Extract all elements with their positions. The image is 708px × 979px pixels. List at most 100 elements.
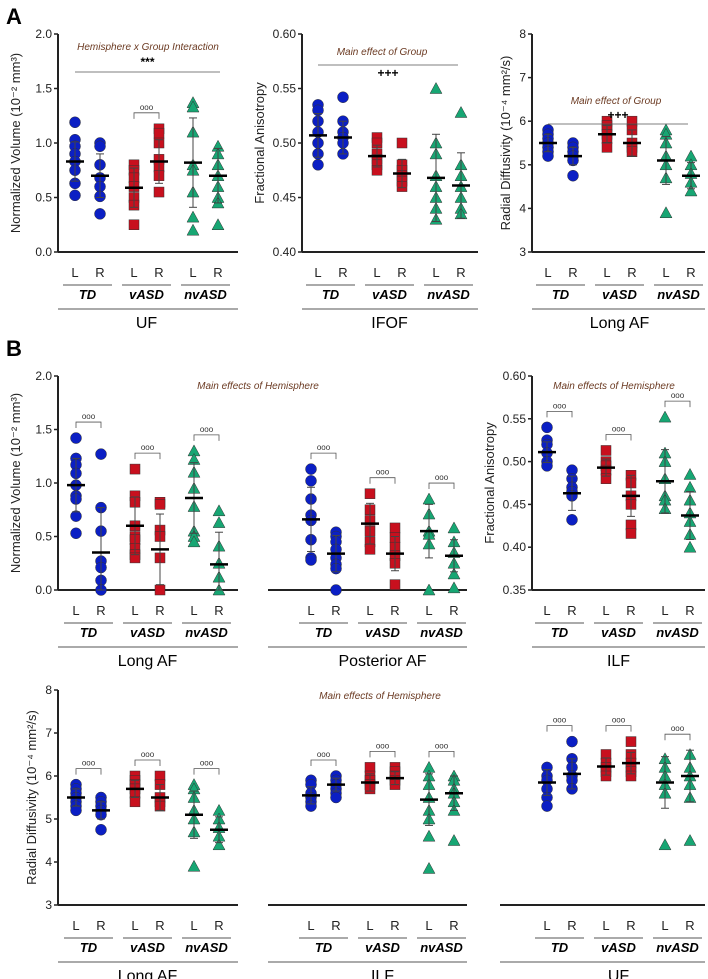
side-label: L: [602, 918, 609, 933]
side-label: L: [602, 603, 609, 618]
chart-c2: L R L R L R TD ooo vASD ooo nvASD ooo ILF Main effect…: [268, 691, 467, 979]
side-label: R: [567, 603, 576, 618]
y-tick-label: 2.0: [35, 369, 52, 383]
panel-label-b: B: [6, 336, 22, 361]
chart-a3: 3 4 5 6 7 8 Radial Diffusivity (10⁻⁴ mm²/s) L R L…: [498, 27, 705, 332]
tract-label: Long AF: [118, 653, 178, 670]
y-tick-label: 0.60: [273, 27, 297, 41]
y-tick-label: 0.60: [503, 369, 527, 383]
data-point-td: [312, 159, 324, 171]
data-point-nvasd: [659, 206, 673, 219]
series-td-l: [66, 116, 84, 202]
significance-bracket: [428, 751, 455, 758]
series-vasd-r: [622, 736, 640, 782]
y-tick-label: 0.0: [35, 245, 52, 259]
data-point-td: [94, 208, 106, 220]
bracket-label: ooo: [671, 724, 685, 733]
y-tick-label: 0.40: [273, 245, 297, 259]
bracket-label: ooo: [435, 741, 449, 750]
data-point-vasd: [154, 584, 166, 596]
group-label: vASD: [372, 287, 407, 302]
bracket-label: ooo: [612, 716, 626, 725]
data-point-td: [305, 554, 317, 566]
side-label: R: [397, 265, 406, 280]
bracket-label: ooo: [553, 401, 567, 410]
series-nvasd-r: [210, 504, 228, 596]
tract-label: UF: [136, 315, 158, 332]
data-point-nvasd: [447, 567, 461, 580]
significance-bracket: [193, 768, 220, 775]
chart-c3: L R L R L R TD ooo vASD ooo nvASD ooo UF: [500, 716, 705, 979]
data-point-td: [305, 475, 317, 487]
data-point-td: [567, 169, 579, 182]
panel-label-a: A: [6, 4, 22, 29]
significance-label: +++: [607, 108, 628, 122]
series-vasd-l: [368, 132, 386, 176]
significance-bracket: [428, 482, 455, 490]
side-label: L: [189, 265, 196, 280]
series-nvasd-r: [681, 467, 699, 553]
y-tick-label: 5: [45, 812, 52, 826]
y-tick-label: 0.55: [273, 82, 297, 96]
significance-label: ***: [140, 55, 154, 69]
significance-bracket: [134, 759, 161, 766]
group-label: vASD: [365, 940, 400, 955]
side-label: L: [543, 918, 550, 933]
data-point-nvasd: [684, 184, 698, 197]
group-label: TD: [552, 287, 570, 302]
y-tick-label: 1.0: [35, 136, 52, 150]
data-point-vasd: [389, 522, 401, 534]
side-label: R: [96, 603, 105, 618]
data-point-nvasd: [683, 467, 697, 480]
side-label: L: [366, 918, 373, 933]
series-td-l: [67, 432, 85, 540]
group-label: TD: [315, 940, 333, 955]
side-label: R: [627, 265, 636, 280]
tract-label: IFOF: [371, 315, 408, 332]
side-label: L: [131, 918, 138, 933]
data-point-vasd: [625, 528, 637, 539]
series-vasd-l: [361, 762, 379, 795]
series-td-l: [302, 774, 320, 812]
y-tick-label: 4: [519, 201, 526, 215]
side-label: L: [425, 918, 432, 933]
tract-label: Long AF: [118, 968, 178, 979]
series-td-r: [563, 735, 581, 795]
data-point-td: [337, 91, 349, 103]
series-nvasd-l: [657, 123, 675, 219]
data-point-nvasd: [422, 583, 436, 596]
y-tick-label: 7: [519, 71, 526, 85]
group-label: nvASD: [420, 625, 463, 640]
data-point-nvasd: [422, 492, 436, 505]
tract-label: ILF: [607, 653, 630, 670]
y-tick-label: 3: [45, 898, 52, 912]
significance-bracket: [546, 410, 573, 418]
y-tick-label: 0.40: [503, 540, 527, 554]
side-label: L: [131, 603, 138, 618]
series-nvasd-r: [445, 521, 463, 594]
significance-bracket: [310, 452, 337, 460]
series-nvasd-l: [184, 96, 202, 236]
group-label: nvASD: [185, 940, 228, 955]
series-vasd-l: [126, 770, 144, 808]
side-label: L: [190, 918, 197, 933]
data-point-td: [541, 421, 553, 434]
bracket-label: ooo: [200, 425, 214, 434]
y-tick-label: 3: [519, 245, 526, 259]
chart-a1: 0.0 0.5 1.0 1.5 2.0 Normalized Volume (10⁻² m…: [8, 27, 238, 332]
data-point-td: [94, 140, 106, 153]
side-label: R: [449, 603, 458, 618]
data-point-vasd: [625, 736, 637, 747]
series-td-l: [538, 421, 556, 472]
side-label: L: [72, 918, 79, 933]
side-label: R: [154, 265, 163, 280]
side-label: L: [603, 265, 610, 280]
series-nvasd-l: [185, 778, 203, 872]
series-td-r: [92, 448, 110, 596]
group-label: nvASD: [657, 287, 700, 302]
group-label: vASD: [601, 625, 636, 640]
y-tick-label: 0.50: [503, 455, 527, 469]
data-point-nvasd: [447, 833, 461, 846]
data-point-vasd: [389, 579, 401, 590]
